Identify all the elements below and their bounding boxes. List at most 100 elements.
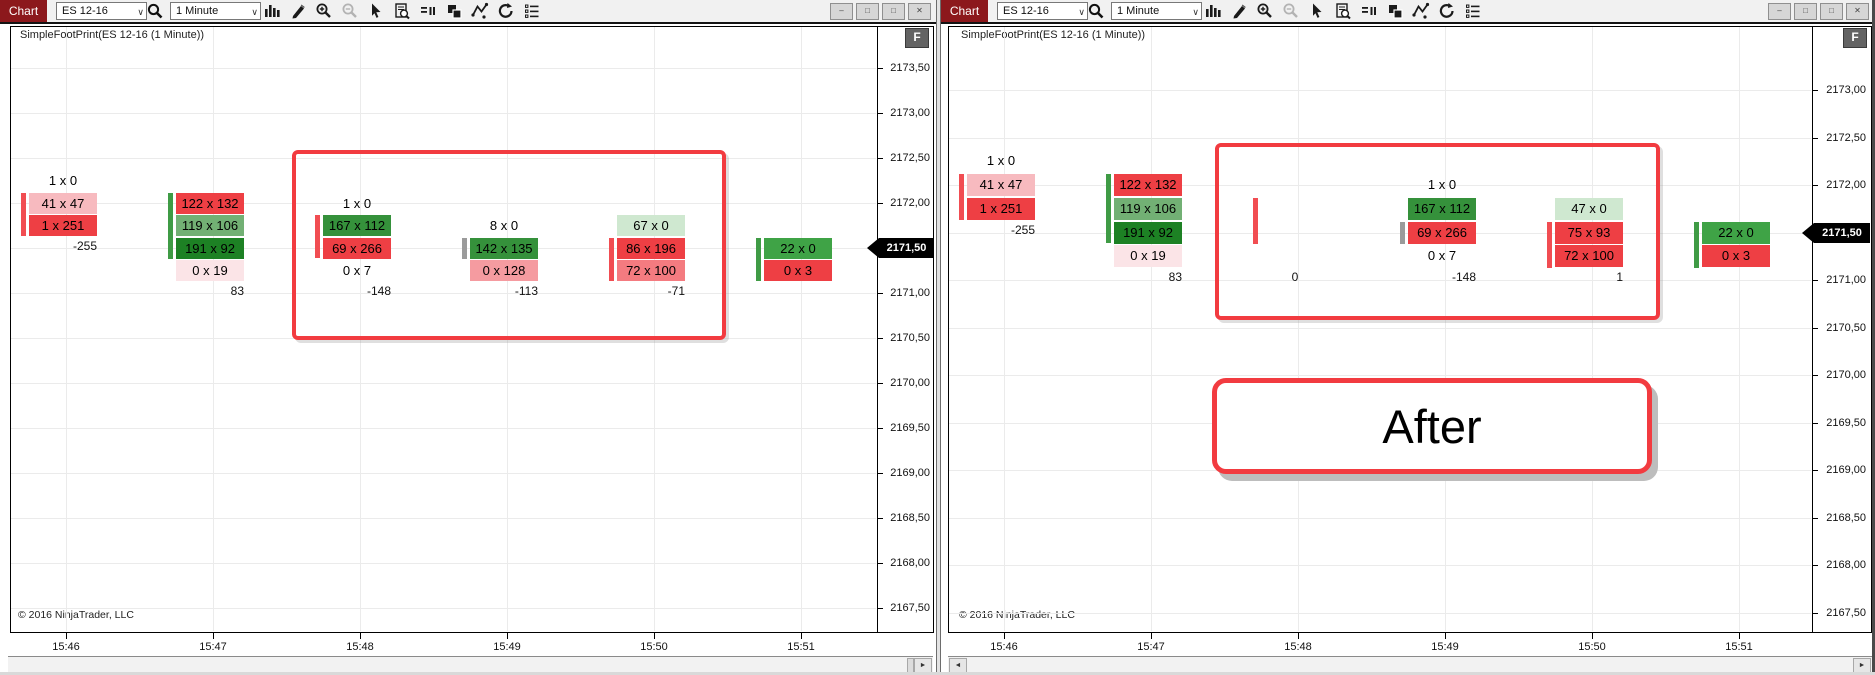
w1-bar-15:49-delta-strip — [1400, 222, 1405, 244]
properties-icon[interactable] — [523, 2, 541, 20]
w1-gridline-h — [949, 233, 1811, 234]
interval-dropdown[interactable]: 1 Minute ∨ — [170, 2, 261, 20]
w0-gridline-v — [801, 27, 802, 631]
toolbar-icons — [1204, 2, 1482, 20]
data-series-icon[interactable] — [1334, 2, 1352, 20]
bar-type-icon[interactable] — [1204, 2, 1222, 20]
w0-time-label: 15:47 — [199, 641, 227, 653]
w0-bar-15:46-cell: 1 x 251 — [29, 215, 97, 236]
panels-icon[interactable] — [1386, 2, 1404, 20]
intervals-icon[interactable] — [419, 2, 437, 20]
w0-price-tick — [878, 473, 883, 474]
restore-button[interactable]: □ — [856, 3, 879, 20]
w0-bar-15:51-delta-strip — [756, 238, 761, 281]
reload-icon[interactable] — [497, 2, 515, 20]
w1-bar-15:47-total: 83 — [1168, 270, 1182, 284]
w1-bar-15:50-cell: 47 x 0 — [1555, 198, 1623, 220]
restore-button[interactable]: □ — [1794, 3, 1817, 20]
w1-bar-15:49-cell: 0 x 7 — [1427, 248, 1457, 263]
tab-chart[interactable]: Chart — [941, 0, 988, 22]
w0-bar-15:49-cell: 8 x 0 — [489, 218, 519, 233]
search-icon[interactable] — [146, 2, 164, 20]
w0-bar-15:48-cell: 1 x 0 — [342, 196, 372, 211]
draw-icon[interactable] — [1230, 2, 1248, 20]
w0-price-label: 2172,00 — [890, 197, 930, 209]
indicators-icon[interactable] — [1412, 2, 1430, 20]
w0-bar-15:49-cell: 142 x 135 — [470, 238, 538, 259]
w1-price-label: 2170,00 — [1826, 369, 1866, 381]
zoom-out-icon[interactable] — [1282, 2, 1300, 20]
instrument-dropdown[interactable]: ES 12-16 ∨ — [997, 2, 1088, 20]
w0-gridline-v — [654, 27, 655, 631]
w0-price-tick — [878, 383, 883, 384]
footprint-button[interactable]: F — [1843, 28, 1867, 48]
w0-gridline-h — [11, 293, 876, 294]
window-divider[interactable] — [936, 0, 941, 672]
w1-bar-15:50-cell: 72 x 100 — [1555, 245, 1623, 267]
horizontal-scrollbar[interactable]: ◄ ► — [948, 656, 1872, 674]
w1-gridline-h — [949, 90, 1811, 91]
w0-bar-15:48-cell: 0 x 7 — [342, 263, 372, 278]
w1-gridline-h — [949, 375, 1811, 376]
w1-price-label: 2168,50 — [1826, 512, 1866, 524]
w1-bar-15:46-cell: 1 x 251 — [967, 198, 1035, 220]
w1-bar-15:51-delta-strip — [1694, 222, 1699, 268]
draw-icon[interactable] — [289, 2, 307, 20]
indicators-icon[interactable] — [471, 2, 489, 20]
horizontal-scrollbar[interactable]: ► — [8, 656, 933, 674]
footprint-button[interactable]: F — [905, 28, 929, 48]
w0-price-marker: 2171,50 — [879, 238, 934, 258]
w0-time-label: 15:50 — [640, 641, 668, 653]
w1-plot-frame — [948, 26, 1872, 633]
minimize-button[interactable]: – — [1768, 3, 1791, 20]
w1-price-label: 2167,50 — [1826, 607, 1866, 619]
chevron-down-icon: ∨ — [251, 7, 258, 17]
window-right-border — [1872, 0, 1875, 675]
cursor-icon[interactable] — [1308, 2, 1326, 20]
w1-gridline-v — [1739, 27, 1740, 631]
tab-chart[interactable]: Chart — [0, 0, 47, 22]
close-button[interactable]: ✕ — [908, 3, 931, 20]
w1-gridline-h — [949, 565, 1811, 566]
w1-bar-15:47-cell: 191 x 92 — [1114, 222, 1182, 244]
w0-bar-15:47-total: 83 — [230, 284, 244, 298]
w0-gridline-v — [360, 27, 361, 631]
intervals-icon[interactable] — [1360, 2, 1378, 20]
w1-time-tick — [1445, 633, 1446, 639]
interval-dropdown[interactable]: 1 Minute ∨ — [1111, 2, 1202, 20]
instrument-dropdown[interactable]: ES 12-16 ∨ — [56, 2, 147, 20]
search-icon[interactable] — [1087, 2, 1105, 20]
w1-bar-15:50-cell: 75 x 93 — [1555, 222, 1623, 244]
w0-bar-15:48-total: -148 — [366, 284, 391, 298]
data-series-icon[interactable] — [393, 2, 411, 20]
close-button[interactable]: ✕ — [1846, 3, 1869, 20]
w1-gridline-h — [949, 613, 1811, 614]
w1-time-tick — [1592, 633, 1593, 639]
window-buttons: – □ □ ✕ — [1768, 3, 1869, 20]
w1-price-label: 2171,00 — [1826, 274, 1866, 286]
w1-time-label: 15:51 — [1725, 641, 1753, 653]
w1-time-label: 15:47 — [1137, 641, 1165, 653]
w0-price-tick — [878, 158, 883, 159]
properties-icon[interactable] — [1464, 2, 1482, 20]
w1-time-label: 15:49 — [1431, 641, 1459, 653]
zoom-out-icon[interactable] — [341, 2, 359, 20]
maximize-button[interactable]: □ — [882, 3, 905, 20]
w1-bar-15:46-cell: 41 x 47 — [967, 174, 1035, 196]
zoom-in-icon[interactable] — [315, 2, 333, 20]
w0-gridline-h — [11, 473, 876, 474]
reload-icon[interactable] — [1438, 2, 1456, 20]
w0-price-tick — [878, 203, 883, 204]
panels-icon[interactable] — [445, 2, 463, 20]
w0-gridline-h — [11, 68, 876, 69]
w0-price-label: 2170,50 — [890, 332, 930, 344]
w1-price-axis-border — [1812, 27, 1813, 632]
bar-type-icon[interactable] — [263, 2, 281, 20]
w1-price-tick — [1813, 613, 1818, 614]
cursor-icon[interactable] — [367, 2, 385, 20]
zoom-in-icon[interactable] — [1256, 2, 1274, 20]
w1-bar-15:50-total: 1 — [1616, 270, 1623, 284]
maximize-button[interactable]: □ — [1820, 3, 1843, 20]
minimize-button[interactable]: – — [830, 3, 853, 20]
instrument-value: ES 12-16 — [1003, 5, 1049, 17]
